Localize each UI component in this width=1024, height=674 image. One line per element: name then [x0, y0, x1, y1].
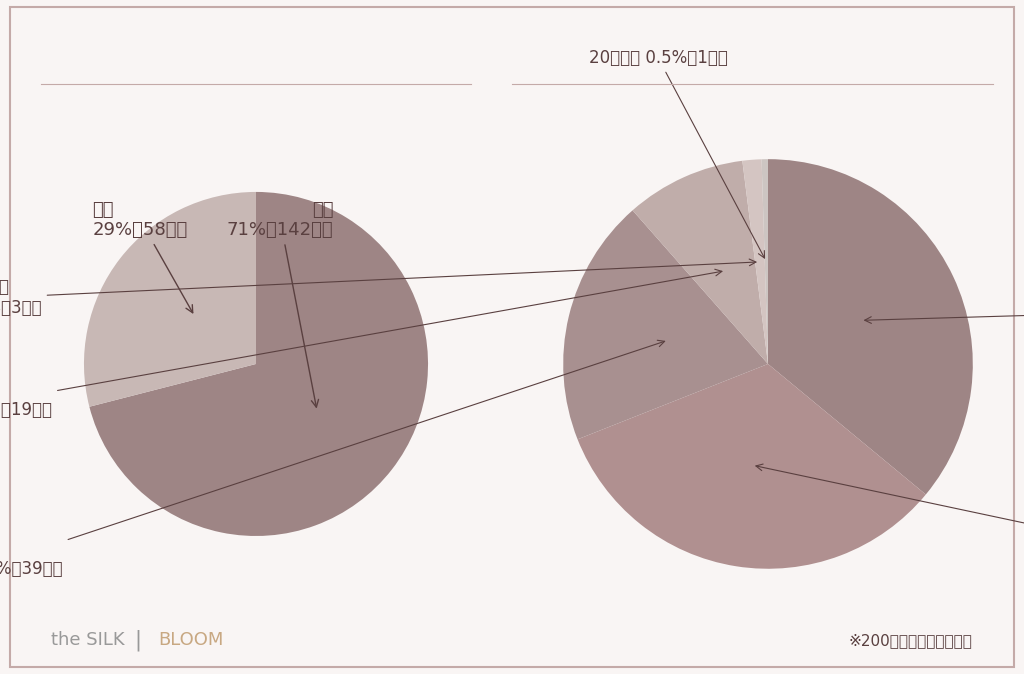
Text: 40代
33%（66人）: 40代 33%（66人）: [756, 464, 1024, 563]
Text: 60歳以上
1.5%（3人）: 60歳以上 1.5%（3人）: [0, 259, 756, 317]
Text: 50代
9.5%（19人）: 50代 9.5%（19人）: [0, 269, 722, 419]
Wedge shape: [742, 159, 768, 364]
Text: 女性
71%（142人）: 女性 71%（142人）: [226, 201, 334, 407]
Wedge shape: [762, 159, 768, 364]
Wedge shape: [578, 364, 926, 569]
Text: ※200名回答・単一選択式: ※200名回答・単一選択式: [849, 633, 973, 648]
Wedge shape: [89, 192, 428, 536]
Wedge shape: [84, 192, 256, 406]
Text: BLOOM: BLOOM: [159, 632, 224, 649]
Text: |: |: [135, 630, 141, 651]
Text: the SILK: the SILK: [51, 632, 125, 649]
Text: 20代
19.5%（39人）: 20代 19.5%（39人）: [0, 340, 665, 578]
Text: 男性
29%（58人）: 男性 29%（58人）: [92, 201, 193, 313]
Wedge shape: [563, 210, 768, 439]
Text: 20歳未満 0.5%（1人）: 20歳未満 0.5%（1人）: [589, 49, 765, 258]
Wedge shape: [633, 161, 768, 364]
Wedge shape: [768, 159, 973, 495]
Text: 30代
36%（72人）: 30代 36%（72人）: [864, 293, 1024, 332]
